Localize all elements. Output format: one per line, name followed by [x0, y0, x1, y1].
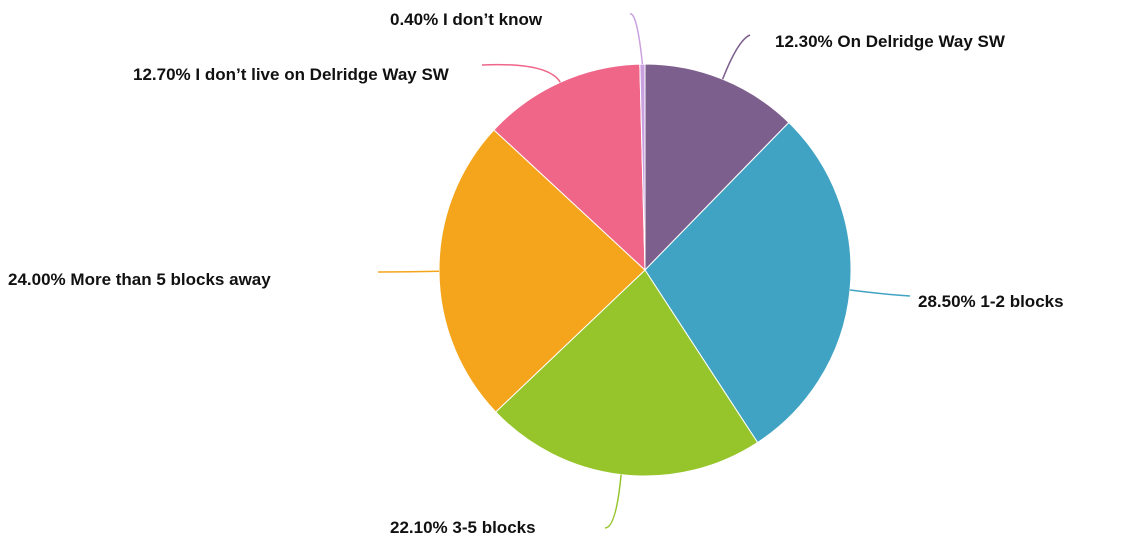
- leader-line: [377, 270, 440, 273]
- slice-label: 28.50% 1-2 blocks: [918, 288, 1129, 316]
- slice-label: 12.70% I don’t live on Delridge Way SW: [133, 61, 478, 89]
- leader-line: [849, 289, 911, 297]
- category-label: 1-2 blocks: [980, 292, 1064, 311]
- category-label: On Delridge Way SW: [837, 32, 1005, 51]
- leader-line: [629, 13, 644, 65]
- pie-slice: [639, 63, 646, 271]
- value-label: 0.40%: [390, 10, 439, 29]
- value-label: 12.70%: [133, 65, 191, 84]
- value-label: 24.00%: [8, 270, 66, 289]
- category-label: 3-5 blocks: [452, 518, 536, 537]
- pie-slice: [644, 63, 790, 272]
- leader-line: [604, 474, 622, 529]
- slice-label: 22.10% 3-5 blocks: [390, 514, 650, 542]
- leader-line: [721, 34, 751, 80]
- category-label: I don’t live on Delridge Way SW: [195, 65, 449, 84]
- slice-label: 12.30% On Delridge Way SW: [775, 28, 1129, 56]
- leader-line: [481, 63, 561, 83]
- category-label: I don’t know: [442, 10, 543, 29]
- slice-label: 24.00% More than 5 blocks away: [8, 266, 388, 294]
- slice-label: 0.40% I don’t know: [390, 6, 630, 34]
- value-label: 12.30%: [775, 32, 833, 51]
- value-label: 28.50%: [918, 292, 976, 311]
- category-label: More than 5 blocks away: [70, 270, 271, 289]
- pie-slice: [644, 121, 852, 444]
- value-label: 22.10%: [390, 518, 448, 537]
